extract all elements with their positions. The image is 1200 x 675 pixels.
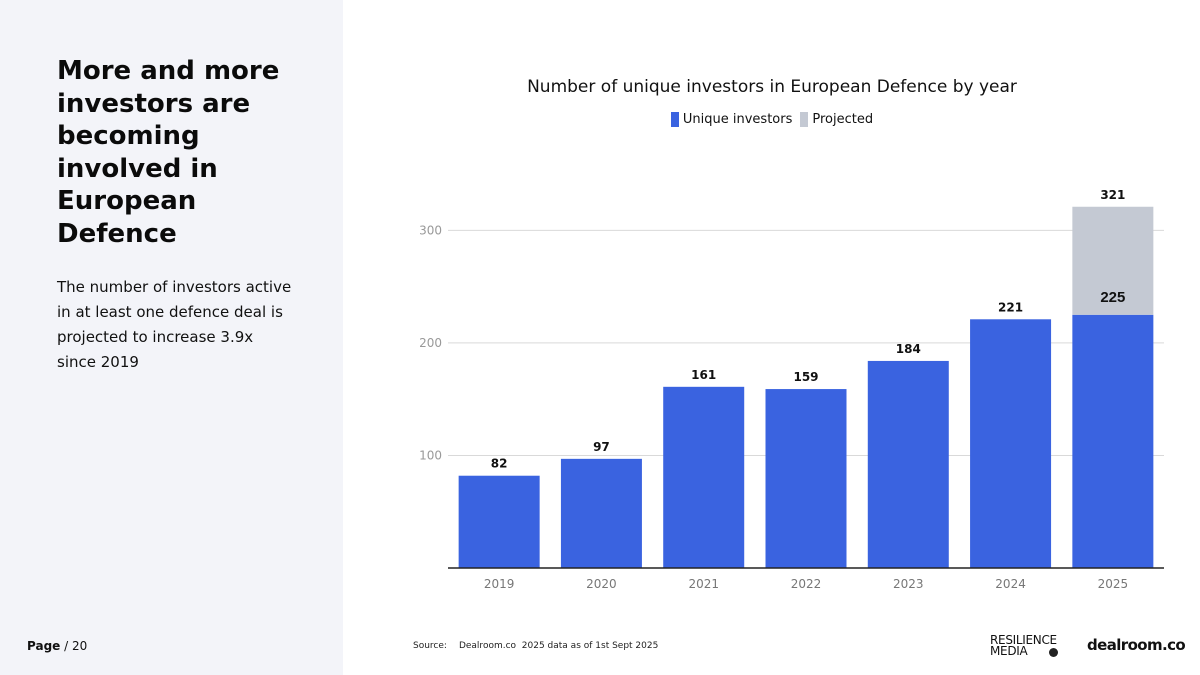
bar-chart: 100 200 300 82 2019 97 2020 161 2021 159 2022 184 20… <box>419 188 1164 591</box>
legend-item-unique-investors: Unique investors <box>670 112 793 127</box>
x-tick-label: 2019 <box>484 577 515 591</box>
source-label: Source: <box>413 641 447 651</box>
bar-inner-label: 225 <box>1100 289 1125 306</box>
resilience-logo-line2: MEDIA <box>990 644 1028 658</box>
legend-label-projected: Projected <box>812 112 874 127</box>
bar-unique-investors <box>458 475 540 568</box>
chart-legend: Unique investors Projected <box>400 112 1144 127</box>
bar-unique-investors <box>560 458 642 568</box>
x-tick-label: 2025 <box>1098 577 1129 591</box>
x-tick-label: 2021 <box>688 577 719 591</box>
y-tick-label: 300 <box>419 223 442 237</box>
globe-icon <box>1049 648 1058 657</box>
legend-swatch-projected <box>800 112 809 127</box>
source-name: Dealroom.co <box>458 641 517 651</box>
legend-item-projected: Projected <box>800 112 873 127</box>
bar-value-label: 159 <box>793 370 818 384</box>
source-note: Source: Dealroom.co 2025 data as of 1st … <box>413 641 658 651</box>
x-tick-label: 2022 <box>791 577 822 591</box>
page-number: Page / 20 <box>27 639 87 653</box>
legend-label-unique-investors: Unique investors <box>682 112 793 127</box>
bar-unique-investors <box>663 386 745 568</box>
bar-value-label: 321 <box>1100 188 1125 202</box>
resilience-media-logo: RESILIENCE MEDIA <box>990 633 1058 658</box>
bar-value-label: 97 <box>593 440 610 454</box>
side-panel <box>0 0 343 675</box>
bar-unique-investors <box>867 360 949 568</box>
x-tick-label: 2020 <box>586 577 617 591</box>
bar-projected <box>1072 206 1154 315</box>
bar-value-label: 161 <box>691 368 716 382</box>
bar-unique-investors <box>1072 314 1154 568</box>
legend-swatch-unique-investors <box>670 112 679 127</box>
resilience-logo-line1: RESILIENCE <box>990 633 1057 647</box>
x-tick-label: 2023 <box>893 577 924 591</box>
y-tick-label: 200 <box>419 336 442 350</box>
headline: More and more investors are becoming inv… <box>57 56 280 249</box>
summary-text: The number of investors active in at lea… <box>57 278 292 371</box>
bar-value-label: 184 <box>896 342 921 356</box>
bar-unique-investors <box>765 389 847 568</box>
bar-unique-investors <box>970 319 1052 568</box>
bar-value-label: 221 <box>998 300 1023 314</box>
y-tick-label: 100 <box>419 448 442 462</box>
bar-value-label: 82 <box>491 457 508 471</box>
page-count: / 20 <box>64 639 88 653</box>
source-date-note: 2025 data as of 1st Sept 2025 <box>521 641 659 651</box>
x-tick-label: 2024 <box>995 577 1026 591</box>
chart-title: Number of unique investors in European D… <box>527 77 1017 97</box>
dealroom-logo: dealroom.co <box>1087 636 1186 654</box>
page-label: Page <box>27 639 61 653</box>
